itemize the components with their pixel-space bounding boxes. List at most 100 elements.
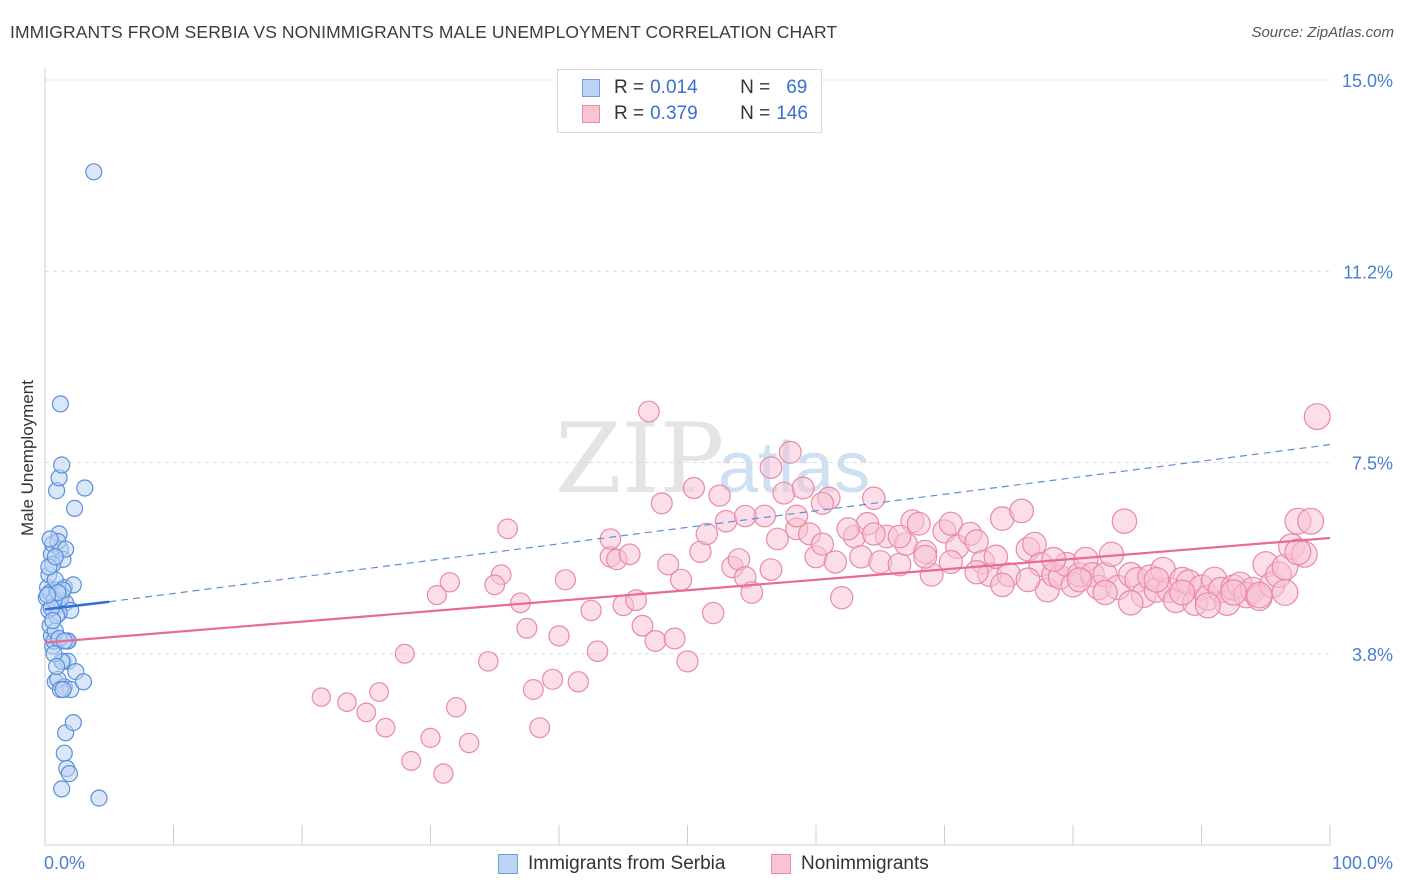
data-point: [369, 682, 390, 702]
data-point: [356, 702, 377, 723]
legend-r-label: R =: [614, 103, 645, 124]
y-tick-label: 7.5%: [1352, 454, 1393, 474]
trend-lines: [44, 444, 1331, 644]
data-point: [823, 550, 848, 574]
data-point: [791, 476, 815, 500]
data-point: [938, 511, 964, 536]
data-point: [618, 543, 641, 566]
trend-line-nonimmigrants: [44, 536, 1331, 644]
x-tick-label-max: 100.0%: [1332, 853, 1393, 873]
data-point: [51, 395, 70, 413]
data-point: [53, 780, 71, 798]
bottom-legend-nonimmigrants: Nonimmigrants: [771, 852, 929, 876]
data-point: [433, 763, 454, 784]
data-point: [1118, 589, 1144, 616]
data-point: [657, 553, 680, 576]
watermark-zip: ZIP: [555, 403, 724, 515]
data-point: [759, 456, 783, 480]
data-point: [53, 456, 71, 474]
data-point: [631, 614, 654, 637]
data-point: [85, 163, 103, 181]
data-point: [695, 522, 719, 546]
y-tick-labels: 3.8% 7.5% 11.2% 15.0%: [1342, 71, 1393, 665]
data-point: [47, 657, 66, 676]
data-point: [650, 492, 673, 515]
legend-n-value-nonimmigrants: 146: [776, 103, 808, 124]
bottom-legend-label-serbia: Immigrants from Serbia: [528, 853, 726, 874]
data-point: [663, 627, 686, 650]
data-point: [740, 581, 764, 604]
data-point: [1015, 567, 1041, 593]
data-point: [516, 617, 538, 639]
data-point: [401, 750, 422, 771]
data-point: [1220, 579, 1247, 606]
data-point: [766, 527, 789, 551]
axes: [44, 68, 1331, 846]
data-point: [861, 486, 886, 510]
data-point: [41, 530, 59, 548]
data-point: [836, 517, 860, 541]
data-point: [638, 400, 660, 423]
trend-line-serbia-extension: [109, 444, 1331, 603]
y-axis-title: Male Unemployment: [18, 380, 37, 536]
data-point: [1066, 567, 1093, 593]
data-point: [887, 524, 912, 549]
y-tick-label: 11.2%: [1343, 262, 1393, 282]
trend-line-serbia: [44, 600, 110, 611]
data-point: [76, 479, 94, 497]
data-point: [90, 789, 108, 807]
data-point: [586, 640, 609, 662]
bottom-legend-label-nonimmigrants: Nonimmigrants: [801, 853, 929, 874]
data-point: [529, 717, 551, 739]
data-point: [669, 568, 693, 591]
legend-n-value-serbia: 69: [786, 77, 808, 98]
data-point: [548, 625, 570, 647]
data-point: [644, 629, 667, 652]
legend-row-nonimmigrants: R = 0.379 N = 146: [582, 102, 808, 126]
data-point: [567, 671, 590, 693]
data-point: [1092, 579, 1118, 606]
y-tick-label: 15.0%: [1342, 71, 1393, 91]
data-point: [477, 651, 499, 672]
series-nonimmigrants: [311, 400, 1331, 784]
data-point: [458, 732, 480, 754]
data-point: [38, 586, 57, 604]
data-point: [446, 697, 467, 718]
series-immigrants-from-serbia: [37, 163, 108, 807]
x-tick-label-min: 0.0%: [44, 853, 85, 873]
bottom-legend-serbia: Immigrants from Serbia: [498, 852, 725, 876]
legend-r-value-nonimmigrants: 0.379: [650, 103, 698, 124]
data-point: [989, 572, 1015, 598]
data-point: [1009, 498, 1034, 524]
data-point: [759, 558, 783, 581]
data-point: [484, 574, 506, 596]
legend-r-value-serbia: 0.014: [650, 77, 698, 98]
data-point: [964, 560, 989, 585]
legend-row-serbia: R = 0.014 N = 69: [582, 76, 807, 100]
data-point: [1246, 581, 1273, 609]
y-tick-label: 3.8%: [1352, 645, 1393, 665]
data-point: [772, 481, 796, 505]
data-point: [1169, 579, 1196, 606]
data-point: [1194, 592, 1222, 619]
legend-n-label: N =: [740, 103, 771, 124]
data-point: [54, 680, 72, 699]
bottom-legend-swatch-nonimmigrants: [771, 854, 791, 874]
data-point: [1271, 579, 1299, 606]
legend-swatch-serbia: [582, 79, 600, 97]
data-point: [682, 476, 706, 500]
data-point: [810, 532, 835, 556]
data-point: [1297, 507, 1325, 535]
data-point: [1303, 403, 1331, 431]
correlation-legend: R = 0.014 N = 69 R = 0.379 N = 146: [557, 69, 822, 133]
source-label: Source: ZipAtlas.com: [1251, 24, 1394, 41]
legend-swatch-nonimmigrants: [582, 105, 600, 123]
data-point: [522, 678, 544, 700]
data-point: [60, 764, 79, 783]
data-point: [337, 692, 357, 712]
data-point: [375, 717, 396, 738]
data-point: [65, 499, 84, 517]
data-point: [44, 611, 62, 630]
chart-title: IMMIGRANTS FROM SERBIA VS NONIMMIGRANTS …: [10, 22, 838, 42]
